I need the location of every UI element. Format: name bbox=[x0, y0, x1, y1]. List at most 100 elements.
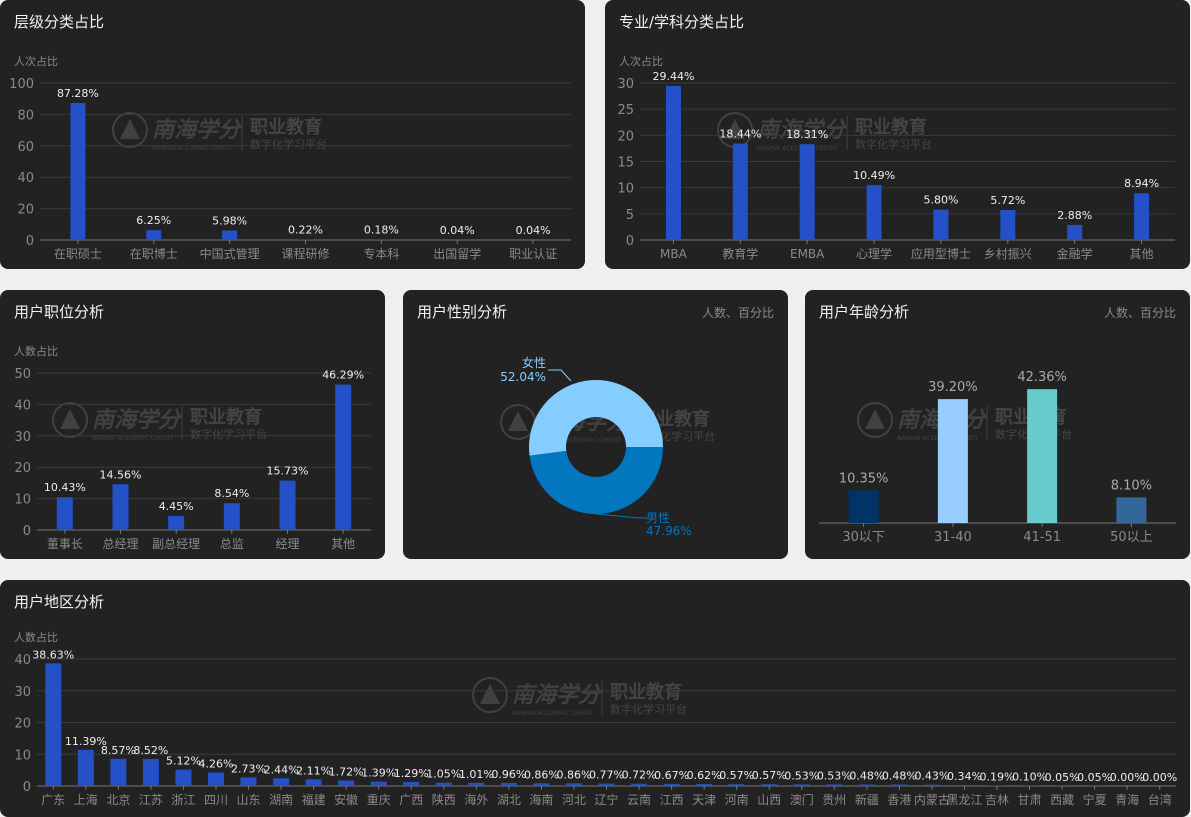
y-axis-label: 人次占比 bbox=[14, 54, 58, 68]
x-tick-label: 湖北 bbox=[497, 792, 521, 807]
data-label: 2.73% bbox=[231, 762, 266, 775]
panel-level: 层级分类占比 南海学分 NANHAI ACEDEMIC CREDIT 职业教育 数字化… bbox=[0, 0, 585, 269]
y-tick-label: 0 bbox=[23, 780, 31, 795]
watermark-line1: 职业教育 bbox=[190, 406, 262, 428]
chart-title: 专业/学科分类占比 bbox=[619, 13, 745, 31]
data-label: 39.20% bbox=[928, 380, 978, 395]
y-tick-label: 60 bbox=[17, 140, 34, 155]
bar-海南 bbox=[533, 783, 550, 786]
data-label: 0.22% bbox=[288, 224, 323, 237]
bar-福建 bbox=[305, 779, 322, 786]
data-label: 0.34% bbox=[947, 770, 982, 783]
leader-line bbox=[548, 369, 572, 382]
data-label: 0.04% bbox=[516, 224, 551, 237]
y-tick-label: 20 bbox=[17, 203, 34, 218]
x-tick-label: 福建 bbox=[302, 792, 326, 807]
panel-region: 用户地区分析 南海学分 NANHAI ACEDEMIC CREDIT 职业教育 数字化… bbox=[0, 580, 1190, 817]
data-label: 0.48% bbox=[882, 769, 917, 782]
y-tick-label: 25 bbox=[617, 103, 634, 118]
x-tick-label: 金融学 bbox=[1057, 246, 1093, 261]
chart-title: 层级分类占比 bbox=[14, 13, 105, 31]
data-label: 18.44% bbox=[719, 127, 761, 140]
leader-line bbox=[595, 513, 648, 519]
x-tick-label: 安徽 bbox=[334, 792, 358, 807]
watermark-tree-icon bbox=[865, 409, 885, 429]
slice-男性 bbox=[529, 447, 663, 514]
x-tick-label: 重庆 bbox=[367, 793, 391, 807]
x-tick-label: 陕西 bbox=[432, 792, 456, 807]
bar-香港 bbox=[891, 784, 908, 786]
data-label: 0.10% bbox=[1012, 771, 1047, 784]
y-tick-label: 40 bbox=[14, 398, 31, 413]
x-tick-label: 甘肃 bbox=[1018, 793, 1042, 807]
data-label: 0.77% bbox=[589, 769, 624, 782]
x-tick-label: 海南 bbox=[529, 792, 553, 807]
x-tick-label: 30以下 bbox=[842, 530, 885, 545]
y-tick-label: 10 bbox=[617, 182, 634, 197]
x-tick-label: 新疆 bbox=[855, 792, 879, 807]
data-label: 6.25% bbox=[136, 214, 171, 227]
bar-50以上 bbox=[1116, 497, 1147, 523]
x-tick-label: 河南 bbox=[725, 792, 749, 807]
watermark-brand-en: NANHAI ACEDEMIC CREDIT bbox=[92, 435, 173, 442]
watermark-line1: 职业教育 bbox=[610, 681, 682, 703]
x-tick-label: 云南 bbox=[627, 792, 651, 807]
bar-河南 bbox=[728, 784, 745, 786]
data-label: 0.72% bbox=[622, 769, 657, 782]
data-label: 0.00% bbox=[1110, 771, 1145, 784]
bar-新疆 bbox=[858, 784, 875, 786]
bar-在职博士 bbox=[146, 230, 162, 240]
x-tick-label: 台湾 bbox=[1148, 792, 1172, 807]
x-tick-label: 出国留学 bbox=[433, 246, 481, 261]
bar-金融学 bbox=[1067, 224, 1083, 240]
watermark-line2: 数字化学习平台 bbox=[190, 427, 267, 441]
bar-乡村振兴 bbox=[1000, 210, 1016, 240]
y-tick-label: 20 bbox=[617, 129, 634, 144]
watermark-brand: 南海学分 bbox=[92, 407, 183, 433]
chart-title: 用户年龄分析 bbox=[819, 303, 910, 321]
data-label: 46.29% bbox=[322, 369, 364, 382]
x-tick-label: 湖南 bbox=[269, 792, 293, 807]
bar-经理 bbox=[279, 480, 296, 530]
slice-name: 男性 bbox=[646, 511, 670, 525]
y-tick-label: 50 bbox=[14, 367, 31, 382]
data-label: 10.35% bbox=[839, 471, 889, 486]
data-label: 1.05% bbox=[426, 768, 461, 781]
bar-重庆 bbox=[370, 781, 387, 786]
watermark-tree-icon bbox=[725, 119, 745, 139]
watermark-line1: 职业教育 bbox=[855, 116, 927, 138]
data-label: 0.04% bbox=[440, 224, 475, 237]
data-label: 0.00% bbox=[1142, 771, 1177, 784]
x-tick-label: 副总经理 bbox=[152, 537, 200, 551]
bar-其他 bbox=[1134, 193, 1150, 240]
y-axis-label: 人数占比 bbox=[14, 344, 58, 358]
x-tick-label: 经理 bbox=[275, 537, 299, 551]
data-label: 1.29% bbox=[394, 767, 429, 780]
y-tick-label: 20 bbox=[14, 717, 31, 732]
x-tick-label: 董事长 bbox=[47, 537, 83, 551]
x-tick-label: 宁夏 bbox=[1083, 792, 1107, 807]
watermark-brand-en: NANHAI ACEDEMIC CREDIT bbox=[152, 145, 233, 152]
watermark-seal-icon bbox=[52, 402, 88, 438]
data-label: 15.73% bbox=[267, 465, 309, 478]
bar-河北 bbox=[565, 783, 582, 786]
data-label: 0.48% bbox=[849, 769, 884, 782]
bar-内蒙古 bbox=[923, 784, 940, 786]
y-tick-label: 30 bbox=[14, 430, 31, 445]
data-label: 0.05% bbox=[1077, 771, 1112, 784]
x-tick-label: 辽宁 bbox=[594, 792, 618, 807]
y-tick-label: 15 bbox=[617, 156, 634, 171]
x-tick-label: 其他 bbox=[331, 537, 355, 551]
x-tick-label: 浙江 bbox=[171, 793, 195, 807]
x-tick-label: 心理学 bbox=[856, 246, 892, 261]
bar-30以下 bbox=[848, 490, 879, 523]
bar-应用型博士 bbox=[933, 209, 949, 240]
watermark-seal-icon bbox=[472, 677, 508, 713]
bar-MBA bbox=[665, 85, 681, 240]
y-tick-label: 30 bbox=[617, 77, 634, 92]
bar-总经理 bbox=[112, 484, 129, 530]
x-tick-label: 青海 bbox=[1115, 792, 1139, 807]
